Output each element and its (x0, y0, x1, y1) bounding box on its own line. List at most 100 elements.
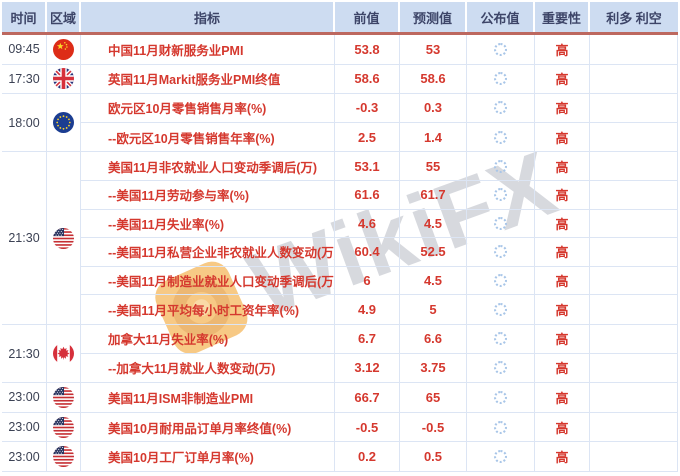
header-region: 区域 (47, 2, 81, 32)
calendar-group-eurozone: 18:00 欧元区10月零售销售月率(%) (2, 94, 678, 153)
calendar-group-usa-durable: 23:00 (2, 412, 678, 443)
table-row[interactable]: --美国11月失业率(%) 4.6 4.5 高 (81, 209, 678, 239)
flag-eu-icon (53, 112, 74, 134)
bull-bear-cell (590, 94, 678, 122)
forecast-cell: 3.75 (400, 353, 467, 383)
previous-cell: 66.7 (335, 383, 400, 412)
table-row[interactable]: 英国11月Markit服务业PMI终值 58.6 58.6 高 (81, 64, 678, 94)
flag-cell (47, 35, 81, 64)
table-row[interactable]: 加拿大11月失业率(%) 6.7 6.6 高 (81, 324, 678, 354)
table-row[interactable]: --美国11月制造业就业人口变动季调后(万) 6 4.5 高 (81, 266, 678, 296)
calendar-group-china: 09:45 中国11月财新服务业PMI 53.8 53 高 (2, 35, 678, 65)
indicator-cell: 美国11月非农就业人口变动季调后(万) (81, 152, 335, 180)
flag-cell (47, 412, 81, 442)
indicator-cell: --美国11月私营企业非农就业人数变动(万) (81, 238, 335, 266)
calendar-group-usa-factory: 23:00 (2, 442, 678, 472)
published-cell (467, 442, 535, 471)
forecast-cell: 4.5 (400, 209, 467, 238)
previous-cell: -0.5 (335, 412, 400, 442)
forecast-cell: 4.5 (400, 266, 467, 295)
forecast-cell: 0.3 (400, 94, 467, 122)
header-published: 公布值 (467, 2, 535, 32)
group-time: 17:30 (2, 64, 47, 94)
header-indicator: 指标 (81, 2, 335, 32)
forecast-cell: 53 (400, 35, 467, 64)
flag-cell (47, 442, 81, 471)
loading-spinner-icon (494, 361, 507, 375)
table-row[interactable]: 中国11月财新服务业PMI 53.8 53 高 (81, 35, 678, 64)
forecast-cell: 5 (400, 295, 467, 324)
previous-cell: 58.6 (335, 64, 400, 94)
published-cell (467, 180, 535, 209)
loading-spinner-icon (494, 42, 507, 56)
bull-bear-cell (590, 152, 678, 180)
header-importance: 重要性 (535, 2, 590, 32)
loading-spinner-icon (494, 216, 507, 230)
table-row[interactable]: --美国11月劳动参与率(%) 61.6 61.7 高 (81, 180, 678, 210)
previous-cell: 2.5 (335, 122, 400, 152)
bull-bear-cell (590, 122, 678, 152)
table-row[interactable]: 美国11月非农就业人口变动季调后(万) 53.1 55 高 (81, 152, 678, 181)
flag-usa-icon (53, 446, 74, 468)
flag-cell (47, 383, 81, 412)
published-cell (467, 353, 535, 383)
bull-bear-cell (590, 266, 678, 295)
group-time: 18:00 (2, 94, 47, 152)
published-cell (467, 266, 535, 295)
group-rows: 美国11月ISM非制造业PMI 66.7 65 高 (81, 383, 678, 412)
loading-spinner-icon (494, 101, 507, 115)
header-previous: 前值 (335, 2, 400, 32)
bull-bear-cell (590, 35, 678, 64)
table-row[interactable]: 美国10月工厂订单月率(%) 0.2 0.5 高 (81, 442, 678, 471)
flag-usa-icon (53, 416, 74, 438)
published-cell (467, 35, 535, 64)
published-cell (467, 412, 535, 442)
bull-bear-cell (590, 64, 678, 94)
indicator-cell: 美国10月耐用品订单月率终值(%) (81, 412, 335, 442)
published-cell (467, 209, 535, 238)
table-row[interactable]: 欧元区10月零售销售月率(%) -0.3 0.3 高 (81, 94, 678, 123)
table-row[interactable]: 美国10月耐用品订单月率终值(%) -0.5 -0.5 高 (81, 412, 678, 442)
indicator-cell: --欧元区10月零售销售年率(%) (81, 122, 335, 152)
forecast-cell: 6.6 (400, 324, 467, 353)
group-rows: 加拿大11月失业率(%) 6.7 6.6 高 --加拿大11月就业人数变动(万)… (81, 324, 678, 383)
indicator-cell: --美国11月失业率(%) (81, 209, 335, 238)
published-cell (467, 122, 535, 152)
group-rows: 英国11月Markit服务业PMI终值 58.6 58.6 高 (81, 64, 678, 94)
group-time: 21:30 (2, 152, 47, 324)
indicator-cell: 美国11月ISM非制造业PMI (81, 383, 335, 412)
bull-bear-cell (590, 324, 678, 353)
flag-usa-icon (53, 386, 74, 408)
table-row[interactable]: --美国11月私营企业非农就业人数变动(万) 60.4 52.5 高 (81, 238, 678, 267)
group-rows: 中国11月财新服务业PMI 53.8 53 高 (81, 35, 678, 64)
header-time: 时间 (2, 2, 47, 32)
table-row[interactable]: --加拿大11月就业人数变动(万) 3.12 3.75 高 (81, 353, 678, 383)
indicator-cell: --美国11月制造业就业人口变动季调后(万) (81, 266, 335, 295)
forecast-cell: 55 (400, 152, 467, 180)
header-bull-bear: 利多 利空 (606, 10, 662, 26)
table-row[interactable]: 美国11月ISM非制造业PMI 66.7 65 高 (81, 383, 678, 412)
importance-cell: 高 (535, 266, 590, 295)
bull-bear-cell (590, 412, 678, 442)
importance-cell: 高 (535, 383, 590, 412)
previous-cell: 4.6 (335, 209, 400, 238)
group-time: 21:30 (2, 324, 47, 383)
loading-spinner-icon (494, 450, 507, 464)
importance-cell: 高 (535, 94, 590, 122)
indicator-cell: --美国11月劳动参与率(%) (81, 180, 335, 209)
loading-spinner-icon (494, 130, 507, 144)
table-row[interactable]: --欧元区10月零售销售年率(%) 2.5 1.4 高 (81, 122, 678, 152)
loading-spinner-icon (494, 159, 507, 173)
previous-cell: 6 (335, 266, 400, 295)
forecast-cell: -0.5 (400, 412, 467, 442)
table-row[interactable]: --美国11月平均每小时工资年率(%) 4.9 5 高 (81, 295, 678, 324)
group-rows: 美国10月耐用品订单月率终值(%) -0.5 -0.5 高 (81, 412, 678, 442)
bull-bear-cell (590, 238, 678, 266)
previous-cell: 60.4 (335, 238, 400, 266)
calendar-group-canada: 21:30 加拿大11月失业率(%) 6.7 6.6 (2, 324, 678, 384)
indicator-cell: 加拿大11月失业率(%) (81, 324, 335, 353)
importance-cell: 高 (535, 209, 590, 238)
previous-cell: 61.6 (335, 180, 400, 209)
importance-cell: 高 (535, 122, 590, 152)
